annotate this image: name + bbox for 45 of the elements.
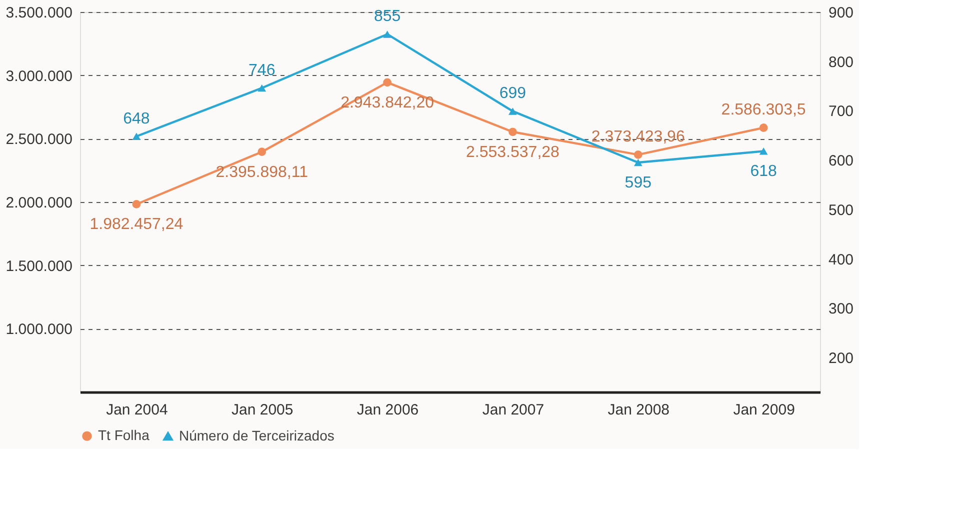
data-label: 648 (123, 110, 150, 128)
y-tick-label: 2.000.000 (6, 194, 72, 212)
x-tick-label: Jan 2007 (482, 402, 544, 418)
data-label: 2.586.303,5 (721, 102, 806, 119)
y-tick-label: 2.500.000 (6, 131, 72, 148)
point (132, 200, 141, 208)
x-tick-label: Jan 2009 (733, 402, 795, 418)
data-label: 2.553.537,28 (466, 144, 560, 161)
x-tick-label: Jan 2008 (608, 402, 670, 418)
y-tick-label: 3.000.000 (6, 68, 72, 85)
y2-tick-label: 500 (828, 202, 854, 219)
y2-tick-label: 300 (828, 300, 854, 318)
point (759, 124, 768, 132)
point (383, 30, 392, 38)
y-tick-label: 3.500.000 (6, 4, 72, 22)
point (508, 128, 517, 136)
point (759, 148, 768, 155)
point (508, 108, 517, 115)
point (634, 158, 642, 166)
data-label: 618 (750, 163, 778, 180)
y-tick-label: 1.000.000 (6, 321, 72, 338)
y2-tick-label: 400 (828, 251, 854, 268)
point (634, 150, 642, 159)
point (258, 84, 266, 92)
data-label: 1.982.457,24 (90, 216, 184, 234)
x-tick-label: Jan 2006 (356, 402, 419, 418)
data-label: 699 (499, 85, 526, 102)
y2-tick-label: 700 (828, 103, 854, 120)
y2-tick-label: 200 (828, 350, 854, 367)
point (383, 78, 392, 87)
data-label: 855 (374, 8, 401, 26)
y-tick-label: 1.500.000 (6, 258, 72, 275)
point (258, 148, 266, 156)
data-label: 595 (624, 174, 652, 192)
legend-label: Tt Folha (98, 427, 150, 444)
data-label: 746 (248, 62, 276, 79)
legend-label: Número de Terceirizados (179, 427, 334, 444)
y2-tick-label: 800 (828, 54, 854, 71)
data-label: 2.373.423,96 (591, 128, 685, 146)
point (132, 132, 141, 140)
data-label: 2.395.898,11 (216, 164, 308, 181)
x-tick-label: Jan 2005 (231, 402, 294, 418)
x-tick-label: Jan 2004 (106, 402, 168, 418)
y2-tick-label: 600 (828, 152, 854, 170)
y2-tick-label: 900 (828, 4, 854, 22)
